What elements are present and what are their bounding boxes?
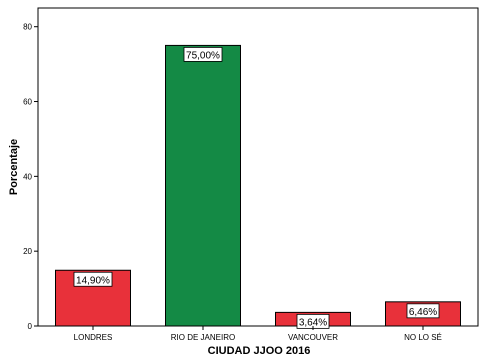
x-tick-label: LONDRES (74, 333, 113, 342)
data-label: 6,46% (409, 307, 437, 318)
data-label-box (183, 47, 223, 62)
x-tick-label: VANCOUVER (288, 333, 338, 342)
y-tick-label: 0 (28, 322, 33, 331)
data-label: 14,90% (76, 275, 110, 286)
bars: 14,90% 75,00% 3,64% 6,46% (55, 44, 461, 329)
y-tick-label: 80 (23, 23, 32, 32)
x-axis-title: CIUDAD JJOO 2016 (208, 345, 311, 357)
data-label: 75,00% (186, 50, 220, 61)
data-label: 3,64% (299, 317, 327, 328)
bar (165, 44, 241, 327)
data-label-box (406, 303, 440, 319)
y-tick-label: 20 (23, 247, 32, 256)
y-axis: 0 20 40 60 80 (23, 23, 38, 331)
x-axis: LONDRES RIO DE JANEIRO VANCOUVER NO LO SÉ (74, 326, 442, 342)
data-label-box (73, 271, 113, 287)
y-axis-title: Porcentaje (8, 139, 20, 195)
x-tick-label: RIO DE JANEIRO (171, 333, 235, 342)
y-tick-label: 40 (23, 172, 32, 181)
y-tick-label: 60 (23, 98, 32, 107)
x-tick-label: NO LO SÉ (404, 333, 442, 342)
